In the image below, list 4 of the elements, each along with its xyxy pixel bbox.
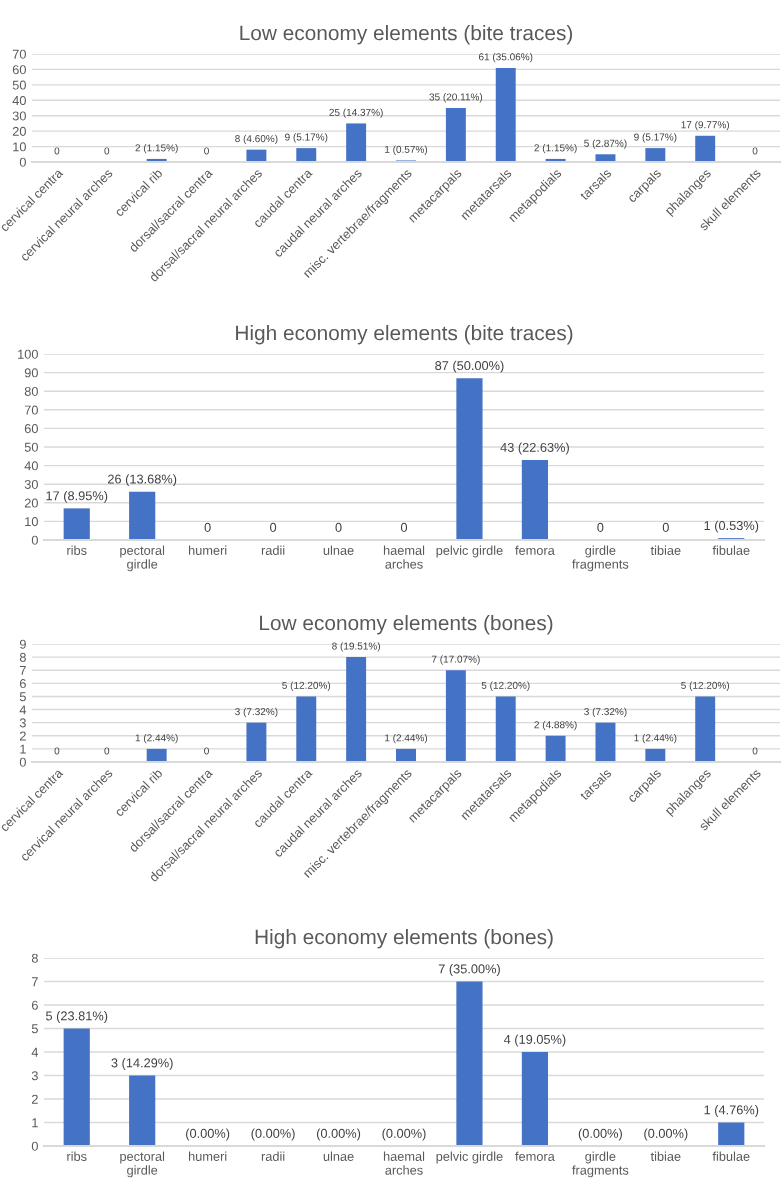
chart-title: High economy elements (bones) (255, 929, 553, 949)
chart-title: Low economy elements (bones) (260, 615, 553, 635)
chart-title: Low economy elements (bite traces) (240, 25, 573, 45)
chart-title: High economy elements (bite traces) (236, 325, 573, 345)
